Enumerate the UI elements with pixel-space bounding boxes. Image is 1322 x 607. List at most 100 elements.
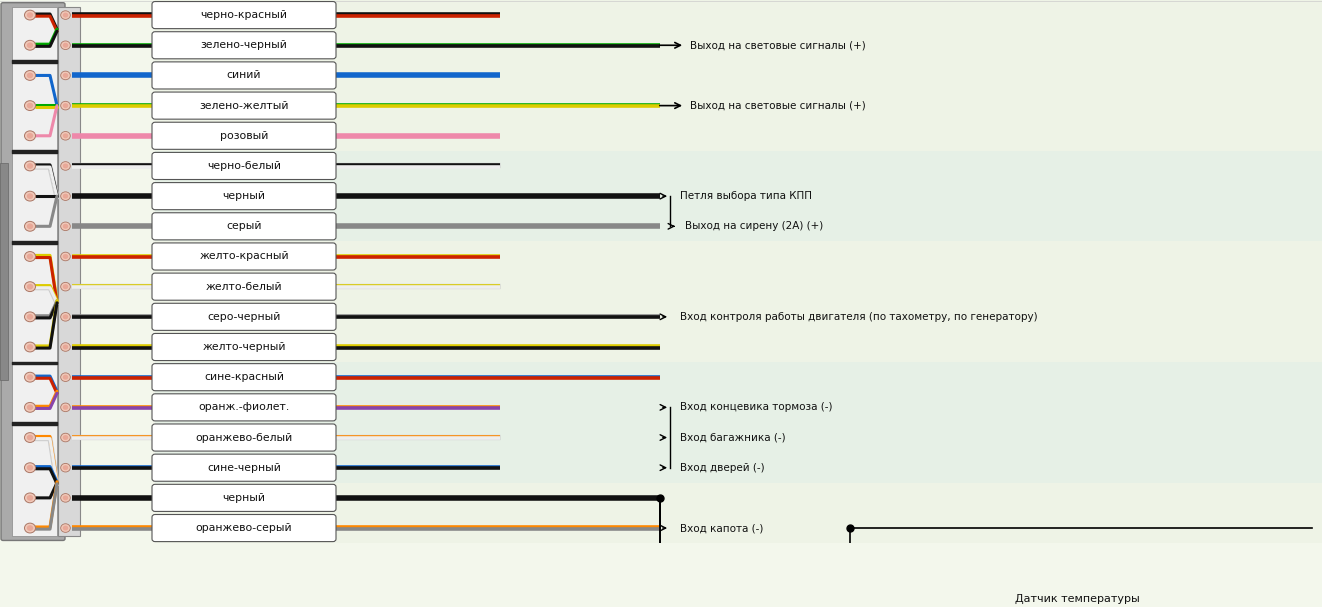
Bar — [155, 151, 1322, 242]
Circle shape — [62, 254, 69, 259]
Circle shape — [61, 11, 70, 19]
Circle shape — [26, 223, 33, 229]
Bar — [58, 7, 81, 536]
Text: сине-черный: сине-черный — [208, 463, 282, 473]
Text: Датчик температуры: Датчик температуры — [1015, 594, 1140, 604]
Circle shape — [25, 70, 36, 80]
FancyBboxPatch shape — [152, 213, 336, 240]
Circle shape — [26, 103, 33, 109]
Circle shape — [62, 103, 69, 108]
FancyBboxPatch shape — [152, 273, 336, 300]
Circle shape — [25, 222, 36, 231]
Bar — [155, 0, 1322, 151]
Bar — [155, 362, 1322, 483]
Circle shape — [26, 525, 33, 531]
Text: черный: черный — [222, 493, 266, 503]
Text: Вход дверей (-): Вход дверей (-) — [680, 463, 764, 473]
Circle shape — [62, 42, 69, 48]
Circle shape — [61, 71, 70, 80]
Text: оранжево-белый: оранжево-белый — [196, 433, 292, 443]
Text: серый: серый — [226, 222, 262, 231]
Circle shape — [25, 463, 36, 473]
Circle shape — [62, 405, 69, 410]
Circle shape — [61, 192, 70, 200]
Circle shape — [26, 163, 33, 169]
Circle shape — [26, 404, 33, 410]
Bar — [0, 163, 8, 380]
Circle shape — [26, 465, 33, 470]
Bar — [155, 483, 1322, 543]
Text: оранж.-фиолет.: оранж.-фиолет. — [198, 402, 290, 412]
Circle shape — [26, 344, 33, 350]
FancyBboxPatch shape — [12, 7, 57, 536]
Circle shape — [26, 133, 33, 138]
Circle shape — [25, 312, 36, 322]
Circle shape — [26, 495, 33, 501]
Circle shape — [25, 10, 36, 20]
Circle shape — [25, 433, 36, 443]
Circle shape — [26, 42, 33, 48]
Circle shape — [62, 375, 69, 380]
Text: сине-красный: сине-красный — [204, 372, 284, 382]
FancyBboxPatch shape — [152, 394, 336, 421]
FancyBboxPatch shape — [152, 333, 336, 361]
Text: зелено-желтый: зелено-желтый — [200, 101, 288, 110]
Circle shape — [26, 435, 33, 441]
Text: Выход на световые сигналы (+): Выход на световые сигналы (+) — [690, 40, 866, 50]
Circle shape — [25, 342, 36, 352]
Circle shape — [26, 314, 33, 320]
Text: Вход концевика тормоза (-): Вход концевика тормоза (-) — [680, 402, 833, 412]
Circle shape — [61, 373, 70, 381]
Text: Выход на световые сигналы (+): Выход на световые сигналы (+) — [690, 101, 866, 110]
Circle shape — [62, 495, 69, 500]
Circle shape — [62, 73, 69, 78]
FancyBboxPatch shape — [152, 515, 336, 541]
Circle shape — [62, 134, 69, 138]
Circle shape — [61, 222, 70, 231]
Circle shape — [62, 224, 69, 229]
FancyBboxPatch shape — [152, 92, 336, 119]
Text: желто-белый: желто-белый — [206, 282, 283, 291]
Circle shape — [62, 194, 69, 198]
Circle shape — [61, 132, 70, 140]
Text: желто-красный: желто-красный — [200, 251, 288, 262]
Text: черно-белый: черно-белый — [208, 161, 282, 171]
Circle shape — [25, 40, 36, 50]
Circle shape — [61, 161, 70, 170]
Circle shape — [62, 163, 69, 169]
Circle shape — [61, 493, 70, 502]
Circle shape — [25, 493, 36, 503]
Circle shape — [61, 463, 70, 472]
Text: черно-красный: черно-красный — [201, 10, 287, 20]
Circle shape — [25, 251, 36, 262]
Circle shape — [26, 193, 33, 199]
Circle shape — [989, 598, 1002, 607]
Circle shape — [26, 284, 33, 290]
Circle shape — [25, 161, 36, 171]
Text: Вход контроля работы двигателя (по тахометру, по генератору): Вход контроля работы двигателя (по тахом… — [680, 312, 1038, 322]
Circle shape — [61, 433, 70, 442]
Text: зелено-черный: зелено-черный — [201, 40, 287, 50]
Circle shape — [61, 403, 70, 412]
Circle shape — [25, 523, 36, 533]
FancyBboxPatch shape — [1, 2, 65, 540]
Circle shape — [61, 41, 70, 50]
Circle shape — [61, 524, 70, 532]
FancyBboxPatch shape — [152, 364, 336, 391]
Circle shape — [982, 592, 1007, 607]
Text: Вход багажника (-): Вход багажника (-) — [680, 433, 785, 443]
Circle shape — [61, 101, 70, 110]
FancyBboxPatch shape — [152, 62, 336, 89]
Circle shape — [25, 101, 36, 110]
Circle shape — [62, 526, 69, 531]
Circle shape — [62, 435, 69, 440]
Circle shape — [25, 282, 36, 291]
Circle shape — [62, 284, 69, 289]
FancyBboxPatch shape — [152, 122, 336, 149]
Circle shape — [62, 314, 69, 319]
Circle shape — [62, 345, 69, 350]
FancyBboxPatch shape — [916, 591, 994, 607]
Circle shape — [61, 252, 70, 261]
Circle shape — [25, 191, 36, 201]
FancyBboxPatch shape — [152, 183, 336, 209]
